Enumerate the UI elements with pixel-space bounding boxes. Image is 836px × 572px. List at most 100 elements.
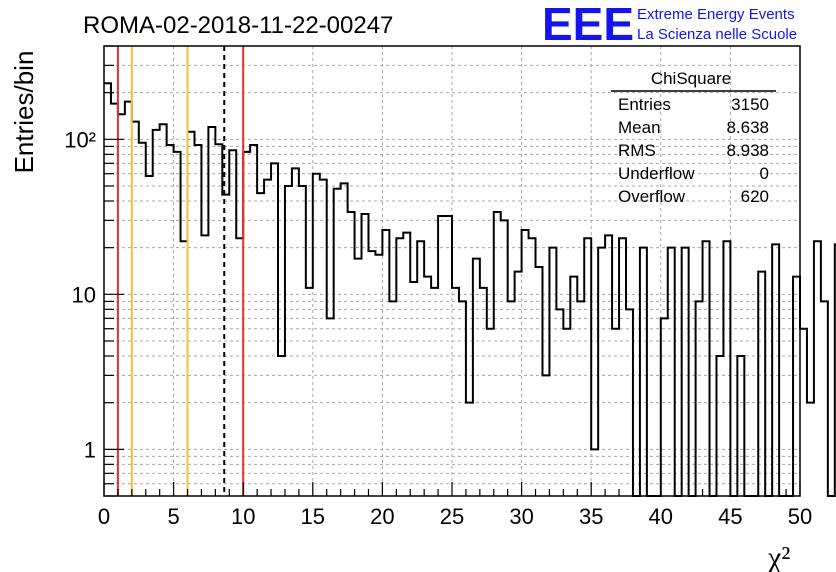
histogram-bin bbox=[807, 403, 814, 496]
histogram-bin bbox=[355, 259, 362, 496]
x-tick-label: 40 bbox=[649, 504, 673, 529]
histogram-bin bbox=[243, 152, 250, 496]
histogram-bin bbox=[591, 449, 598, 496]
stats-rows: Entries 3150 Mean 8.638 RMS 8.938 Underflow 0 Ov… bbox=[618, 95, 769, 206]
stats-value: 620 bbox=[741, 187, 769, 206]
stats-label: Mean bbox=[618, 118, 661, 137]
histogram-bin bbox=[153, 130, 160, 496]
logo-line-1: Extreme Energy Events bbox=[637, 6, 795, 23]
histogram-bin bbox=[229, 150, 236, 496]
histogram-bin bbox=[104, 83, 111, 496]
histogram-bin bbox=[215, 144, 222, 496]
histogram-bin bbox=[167, 145, 174, 496]
histogram-bin bbox=[758, 272, 765, 496]
histogram-bin bbox=[619, 238, 626, 496]
histogram-bin bbox=[285, 186, 292, 496]
histogram-bin bbox=[125, 102, 132, 496]
y-tick-label: 10² bbox=[64, 127, 96, 152]
histogram-bin bbox=[563, 329, 570, 496]
histogram-bin bbox=[188, 132, 195, 496]
x-tick-label: 10 bbox=[231, 504, 255, 529]
histogram-bin bbox=[661, 318, 668, 496]
stats-box: ChiSquare Entries 3150 Mean 8.638 RMS 8.938 Un… bbox=[611, 69, 776, 206]
histogram-bin bbox=[181, 241, 188, 496]
histogram-bin bbox=[508, 301, 515, 496]
histogram bbox=[104, 82, 836, 497]
histogram-bin bbox=[257, 193, 264, 496]
x-tick-label: 0 bbox=[98, 504, 110, 529]
histogram-bin bbox=[334, 189, 341, 496]
y-tick-label: 10 bbox=[72, 282, 96, 307]
histogram-bin bbox=[466, 403, 473, 496]
histogram-bin bbox=[626, 309, 633, 496]
histogram-bin bbox=[201, 235, 208, 496]
histogram-bin bbox=[452, 288, 459, 496]
histogram-bin bbox=[327, 318, 334, 496]
histogram-bin bbox=[292, 168, 299, 496]
histogram-bin bbox=[556, 309, 563, 496]
histogram-bin bbox=[313, 174, 320, 496]
histogram-bin bbox=[598, 248, 605, 496]
histogram-bin bbox=[584, 238, 591, 496]
histogram-bin bbox=[737, 356, 744, 496]
histogram-bin bbox=[118, 114, 125, 496]
histogram-bin bbox=[445, 216, 452, 496]
histogram-bin bbox=[410, 282, 417, 496]
axes: 0 5 10 15 20 25 30 35 40 45 50 1 10 10² bbox=[64, 45, 812, 529]
histogram-bin bbox=[278, 356, 285, 496]
histogram-bin bbox=[577, 301, 584, 496]
histogram-bin bbox=[459, 301, 466, 496]
histogram-bin bbox=[236, 238, 243, 496]
histogram-outline bbox=[104, 82, 836, 497]
histogram-bin bbox=[487, 329, 494, 496]
histogram-bin bbox=[438, 216, 445, 496]
histogram-bin bbox=[431, 288, 438, 496]
histogram-bin bbox=[368, 251, 375, 496]
x-axis-label: χ² bbox=[767, 541, 790, 572]
x-tick-label: 15 bbox=[301, 504, 325, 529]
histogram-bin bbox=[389, 301, 396, 496]
histogram-bin bbox=[480, 288, 487, 496]
histogram-bin bbox=[536, 267, 543, 496]
y-tick-label: 1 bbox=[84, 437, 96, 462]
x-tick-label: 50 bbox=[788, 504, 812, 529]
histogram-bin bbox=[146, 176, 153, 496]
histogram-bin bbox=[174, 152, 181, 496]
logo-line-2: La Scienza nelle Scuole bbox=[637, 26, 797, 43]
stats-title: ChiSquare bbox=[651, 69, 731, 88]
histogram-bin bbox=[529, 238, 536, 496]
x-tick-label: 25 bbox=[440, 504, 464, 529]
grid-lines bbox=[104, 46, 800, 496]
histogram-bin bbox=[396, 238, 403, 496]
histogram-bin bbox=[696, 301, 703, 496]
histogram-bin bbox=[132, 122, 139, 496]
histogram-bin bbox=[494, 212, 501, 496]
marker-lines bbox=[116, 46, 245, 496]
histogram-bin bbox=[549, 248, 556, 496]
histogram-bin bbox=[208, 127, 215, 496]
histogram-bin bbox=[320, 180, 327, 496]
histogram-bin bbox=[160, 124, 167, 496]
stats-label: Underflow bbox=[618, 164, 695, 183]
histogram-bin bbox=[682, 248, 689, 496]
eee-logo: EEE bbox=[542, 0, 634, 50]
x-tick-label: 5 bbox=[167, 504, 179, 529]
histogram-bin bbox=[605, 235, 612, 496]
histogram-bin bbox=[570, 277, 577, 496]
histogram-bin bbox=[640, 248, 647, 496]
histogram-bin bbox=[362, 214, 369, 496]
histogram-bin bbox=[821, 301, 828, 496]
histogram-bin bbox=[271, 163, 278, 496]
histogram-bin bbox=[612, 329, 619, 496]
stats-value: 0 bbox=[760, 164, 769, 183]
histogram-bin bbox=[703, 241, 710, 496]
x-tick-label: 35 bbox=[579, 504, 603, 529]
histogram-bin bbox=[668, 248, 675, 496]
histogram-bin bbox=[814, 241, 821, 496]
histogram-bin bbox=[772, 244, 779, 496]
stats-label: Entries bbox=[618, 95, 671, 114]
histogram-bin bbox=[515, 272, 522, 496]
histogram-bin bbox=[375, 255, 382, 496]
histogram-bin bbox=[723, 241, 730, 496]
histogram-bin bbox=[501, 220, 508, 496]
